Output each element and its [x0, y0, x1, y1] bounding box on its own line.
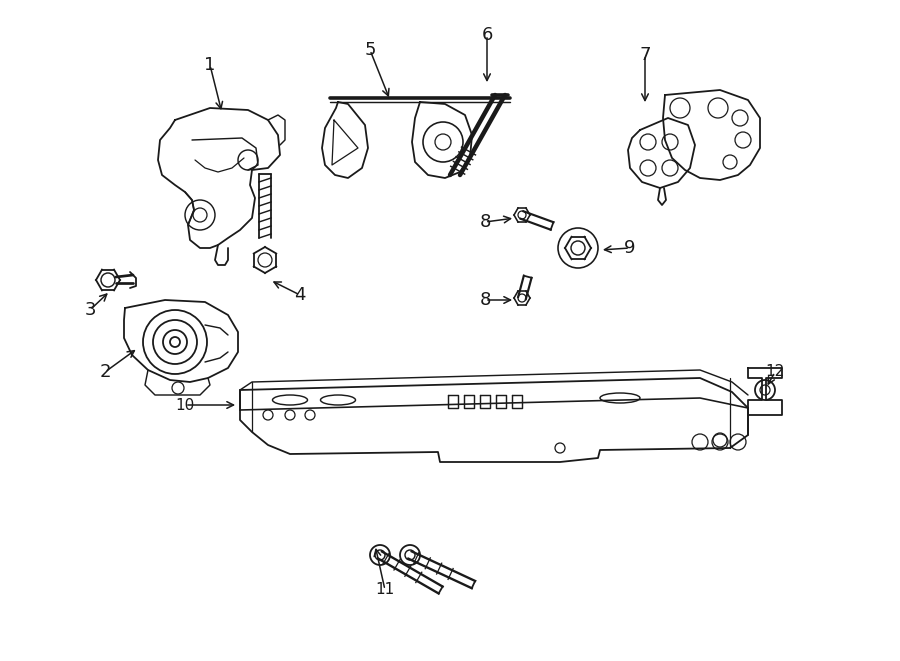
Text: 6: 6 [482, 26, 492, 44]
Text: 3: 3 [85, 301, 95, 319]
Text: 7: 7 [639, 46, 651, 64]
Text: 4: 4 [294, 286, 306, 304]
Text: 8: 8 [480, 291, 491, 309]
Text: 11: 11 [375, 582, 394, 598]
Text: 5: 5 [364, 41, 376, 59]
Text: 1: 1 [204, 56, 216, 74]
Text: 12: 12 [765, 364, 785, 379]
Text: 9: 9 [625, 239, 635, 257]
Text: 2: 2 [99, 363, 111, 381]
Text: 8: 8 [480, 213, 491, 231]
Text: 10: 10 [176, 397, 194, 412]
